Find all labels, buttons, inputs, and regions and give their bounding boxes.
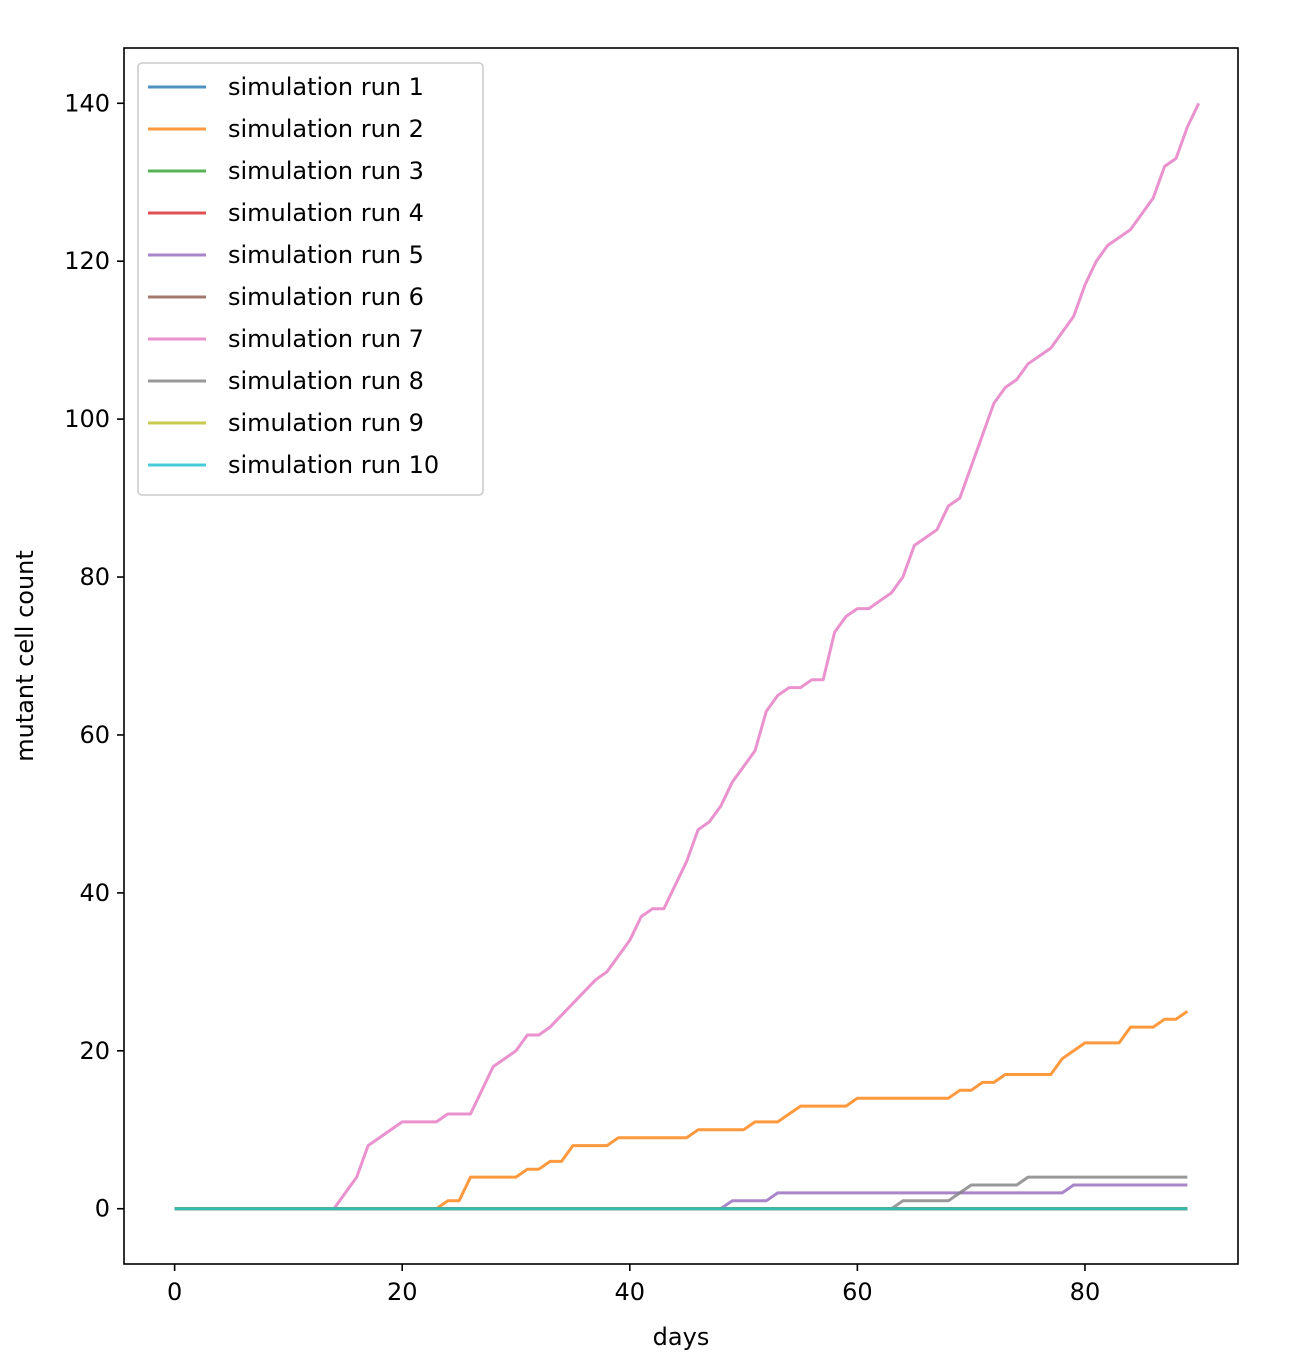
x-tick-label: 60	[842, 1278, 873, 1306]
legend-label: simulation run 9	[228, 409, 424, 437]
x-tick-label: 40	[615, 1278, 646, 1306]
legend-label: simulation run 1	[228, 73, 424, 101]
x-tick-label: 0	[167, 1278, 182, 1306]
series-line-run-8	[174, 1175, 1188, 1211]
y-tick-label: 140	[64, 89, 110, 117]
legend-label: simulation run 7	[228, 325, 424, 353]
legend-label: simulation run 3	[228, 157, 424, 185]
y-tick-label: 20	[79, 1037, 110, 1065]
y-tick-label: 40	[79, 879, 110, 907]
x-tick-label: 80	[1070, 1278, 1101, 1306]
y-axis-ticks: 0 20 40 60 80 100 120 140	[64, 89, 124, 1223]
legend-label: simulation run 8	[228, 367, 424, 395]
y-tick-label: 100	[64, 405, 110, 433]
x-axis-ticks: 0 20 40 60 80	[167, 1264, 1100, 1306]
y-tick-label: 0	[95, 1195, 110, 1223]
series-line-run-7	[174, 102, 1201, 1211]
y-tick-label: 80	[79, 563, 110, 591]
y-tick-label: 60	[79, 721, 110, 749]
legend-label: simulation run 6	[228, 283, 424, 311]
legend-label: simulation run 2	[228, 115, 424, 143]
legend-frame	[137, 62, 484, 496]
y-axis-label: mutant cell count	[11, 550, 39, 762]
y-tick-label: 120	[64, 247, 110, 275]
plot-frame	[123, 47, 1239, 1265]
legend-label: simulation run 4	[228, 199, 424, 227]
legend-label: simulation run 5	[228, 241, 424, 269]
series-layer	[174, 102, 1201, 1211]
legend-label: simulation run 10	[228, 451, 439, 479]
series-line-run-2	[174, 1010, 1189, 1211]
x-tick-label: 20	[387, 1278, 418, 1306]
x-axis-label: days	[653, 1323, 710, 1351]
legend: simulation run 1 simulation run 2 simulati…	[137, 62, 484, 496]
